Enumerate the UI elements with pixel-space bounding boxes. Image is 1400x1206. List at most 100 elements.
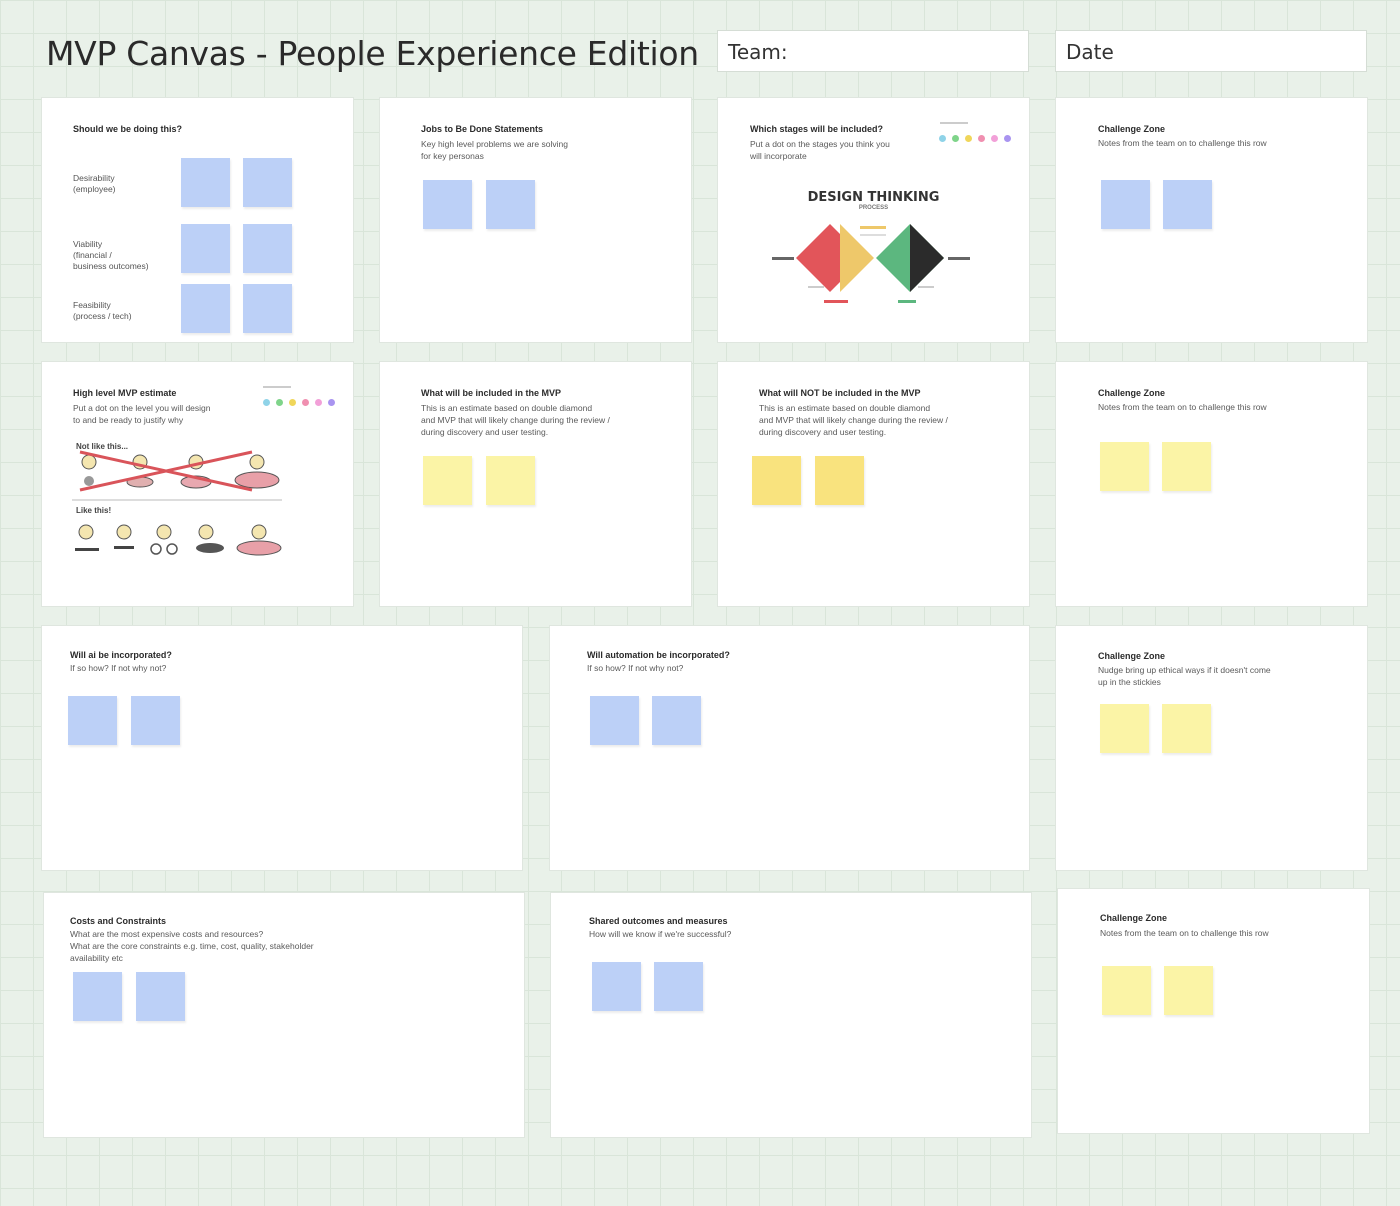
legend-line	[940, 122, 968, 124]
team-field[interactable]: Team:	[717, 30, 1029, 72]
sticky-note[interactable]	[1100, 704, 1149, 753]
dot-palette[interactable]	[263, 399, 335, 406]
dot-purple[interactable]	[328, 399, 335, 406]
sticky-note[interactable]	[243, 224, 292, 273]
sticky-note[interactable]	[68, 696, 117, 745]
sticky-note[interactable]	[1164, 966, 1213, 1015]
panel-title: Costs and Constraints	[70, 916, 167, 926]
panel-included: What will be included in the MVP This is…	[380, 362, 691, 606]
sticky-note[interactable]	[181, 158, 230, 207]
sticky-note[interactable]	[815, 456, 864, 505]
sticky-note[interactable]	[1100, 442, 1149, 491]
panel-title: High level MVP estimate	[73, 388, 177, 398]
sticky-note[interactable]	[423, 456, 472, 505]
row-label-desirability: Desirability (employee)	[73, 173, 116, 194]
dot-pink[interactable]	[978, 135, 985, 142]
dot-cyan[interactable]	[263, 399, 270, 406]
bar-top	[860, 226, 886, 229]
dot-palette[interactable]	[939, 135, 1011, 142]
panel-description: What are the most expensive costs and re…	[70, 929, 314, 963]
face-icon	[249, 454, 265, 470]
panel-title: Should we be doing this?	[73, 124, 182, 134]
panel-description: Put a dot on the level you will design t…	[73, 403, 211, 425]
panel-jtbd: Jobs to Be Done Statements Key high leve…	[380, 98, 691, 342]
bar-bottom-green	[898, 300, 916, 303]
car-icon	[236, 540, 282, 556]
sticky-note[interactable]	[590, 696, 639, 745]
design-thinking-title: DESIGN THINKING	[807, 190, 940, 205]
panel-title: Challenge Zone	[1098, 124, 1166, 134]
sticky-note[interactable]	[131, 696, 180, 745]
panel-estimate: High level MVP estimate Put a dot on the…	[42, 362, 353, 606]
sticky-note[interactable]	[1102, 966, 1151, 1015]
sticky-note[interactable]	[243, 284, 292, 333]
sticky-note[interactable]	[136, 972, 185, 1021]
row-label-feasibility: Feasibility (process / tech)	[73, 300, 132, 321]
sticky-note[interactable]	[73, 972, 122, 1021]
panel-title: What will be included in the MVP	[421, 388, 562, 398]
bicycle-icon	[150, 543, 162, 555]
sticky-note[interactable]	[1163, 180, 1212, 229]
row-label-viability: Viability (financial / business outcomes…	[73, 239, 149, 271]
panel-challenge-2: Challenge Zone Notes from the team on to…	[1056, 362, 1367, 606]
panel-description: This is an estimate based on double diam…	[421, 403, 610, 437]
dot-green[interactable]	[276, 399, 283, 406]
sticky-note[interactable]	[243, 158, 292, 207]
panel-outcomes: Shared outcomes and measures How will we…	[551, 893, 1031, 1137]
sticky-note[interactable]	[654, 962, 703, 1011]
panel-description: Notes from the team on to challenge this…	[1100, 928, 1269, 938]
panel-challenge-1: Challenge Zone Notes from the team on to…	[1056, 98, 1367, 342]
dot-cyan[interactable]	[939, 135, 946, 142]
car-icon	[234, 471, 280, 489]
panel-challenge-4: Challenge Zone Notes from the team on to…	[1058, 889, 1369, 1133]
dot-yellow[interactable]	[289, 399, 296, 406]
face-icon	[251, 524, 267, 540]
not-like-this-label: Not like this...	[76, 442, 129, 451]
sticky-note[interactable]	[1162, 442, 1211, 491]
mvp-illustration	[72, 450, 282, 556]
sticky-note[interactable]	[752, 456, 801, 505]
dot-magenta[interactable]	[315, 399, 322, 406]
panel-description: Put a dot on the stages you think you wi…	[750, 139, 890, 161]
sticky-note[interactable]	[652, 696, 701, 745]
panel-desirability: Should we be doing this? Desirability (e…	[42, 98, 353, 342]
bicycle-icon	[166, 543, 178, 555]
dot-yellow[interactable]	[965, 135, 972, 142]
panel-description: Nudge bring up ethical ways if it doesn'…	[1098, 665, 1271, 687]
design-thinking-subtitle: PROCESS	[858, 205, 889, 211]
sticky-note[interactable]	[486, 180, 535, 229]
panel-description: Notes from the team on to challenge this…	[1098, 402, 1267, 412]
sticky-note[interactable]	[181, 224, 230, 273]
sticky-note[interactable]	[181, 284, 230, 333]
panel-not-included: What will NOT be included in the MVP Thi…	[718, 362, 1029, 606]
panel-description: Key high level problems we are solving f…	[421, 139, 568, 161]
page-title: MVP Canvas - People Experience Edition	[46, 34, 699, 73]
sticky-note[interactable]	[1162, 704, 1211, 753]
panel-description: If so how? If not why not?	[587, 663, 684, 673]
dot-pink[interactable]	[302, 399, 309, 406]
like-this-label: Like this!	[76, 506, 112, 515]
panel-challenge-3: Challenge Zone Nudge bring up ethical wa…	[1056, 626, 1367, 870]
bar-bottom-red	[824, 300, 848, 303]
date-field[interactable]: Date	[1055, 30, 1367, 72]
sticky-note[interactable]	[423, 180, 472, 229]
panel-title: Challenge Zone	[1098, 388, 1166, 398]
panel-title: Shared outcomes and measures	[589, 916, 728, 926]
dot-green[interactable]	[952, 135, 959, 142]
diamond-define	[840, 224, 874, 292]
panel-description: If so how? If not why not?	[70, 663, 167, 673]
panel-title: Which stages will be included?	[750, 124, 884, 134]
face-icon	[116, 524, 132, 540]
sticky-note[interactable]	[1101, 180, 1150, 229]
sticky-note[interactable]	[486, 456, 535, 505]
panel-title: Will automation be incorporated?	[587, 650, 730, 660]
panel-description: How will we know if we're successful?	[589, 929, 732, 939]
panel-costs: Costs and Constraints What are the most …	[44, 893, 524, 1137]
sticky-note[interactable]	[592, 962, 641, 1011]
face-icon	[81, 454, 97, 470]
panel-description: Notes from the team on to challenge this…	[1098, 138, 1267, 148]
dot-purple[interactable]	[1004, 135, 1011, 142]
dot-magenta[interactable]	[991, 135, 998, 142]
panel-title: Will ai be incorporated?	[70, 650, 172, 660]
connector-left	[772, 257, 794, 260]
